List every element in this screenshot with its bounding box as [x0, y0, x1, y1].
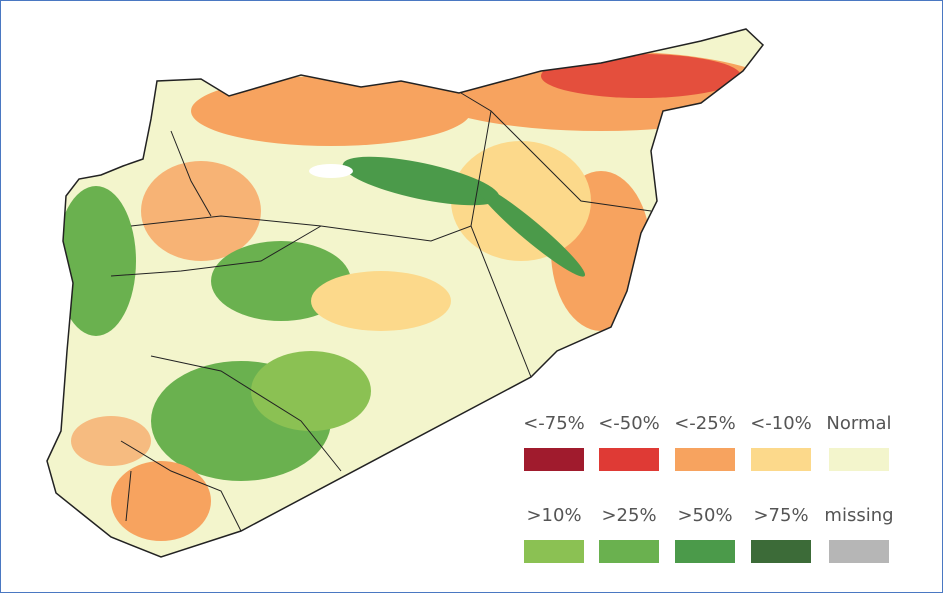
- legend-label: >10%: [526, 505, 581, 526]
- legend-label: <-50%: [598, 413, 660, 434]
- legend-label: >75%: [753, 505, 808, 526]
- legend-swatch: [599, 540, 659, 563]
- legend-swatch: [524, 540, 584, 563]
- legend-swatch: [599, 448, 659, 471]
- legend-label: Normal: [826, 413, 891, 434]
- legend-swatch: [751, 448, 811, 471]
- admin-borders: [110, 92, 652, 532]
- legend-label: <-75%: [523, 413, 585, 434]
- legend-label: <-10%: [750, 413, 812, 434]
- legend-swatch: [675, 540, 735, 563]
- legend-swatch: [751, 540, 811, 563]
- legend-swatch: [829, 540, 889, 563]
- legend-label: missing: [824, 505, 893, 526]
- legend-swatch: [829, 448, 889, 471]
- legend-label: >25%: [601, 505, 656, 526]
- legend-swatch: [675, 448, 735, 471]
- legend-label: >50%: [677, 505, 732, 526]
- legend-swatch: [524, 448, 584, 471]
- legend-label: <-25%: [674, 413, 736, 434]
